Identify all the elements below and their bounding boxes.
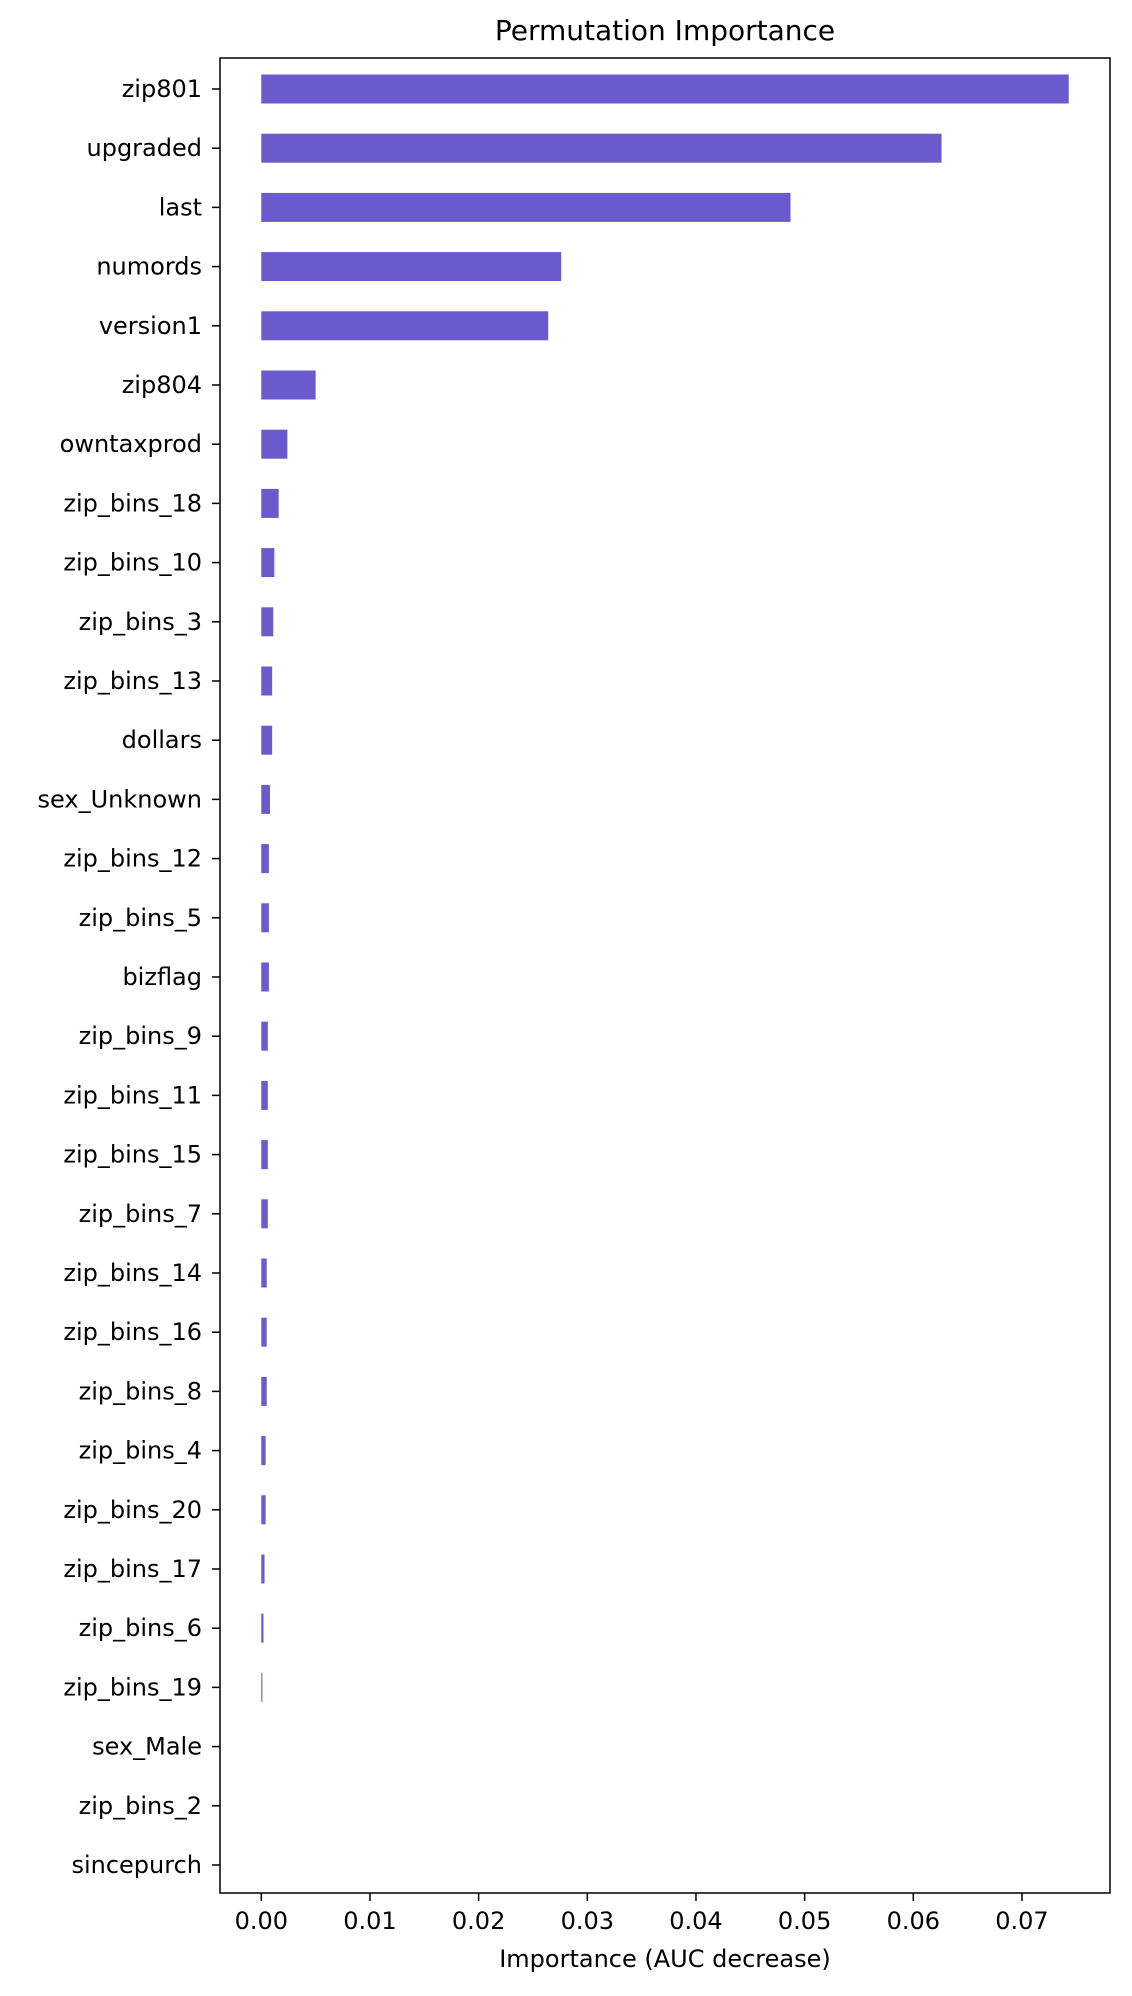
- y-tick-label: zip_bins_18: [63, 489, 202, 517]
- y-tick-label: zip_bins_9: [79, 1022, 202, 1050]
- bar-zip_bins_8: [261, 1376, 267, 1406]
- y-tick-label: zip_bins_11: [63, 1081, 202, 1109]
- bar-zip_bins_13: [261, 666, 273, 696]
- y-tick-label: owntaxprod: [60, 430, 202, 458]
- bar-zip_bins_18: [261, 488, 279, 518]
- y-tick-label: numords: [96, 253, 202, 281]
- y-tick-label: zip_bins_13: [63, 667, 202, 695]
- bar-numords: [261, 252, 562, 282]
- y-tick-label: bizflag: [122, 963, 202, 991]
- y-tick-label: sex_Male: [92, 1733, 202, 1761]
- y-tick-label: last: [159, 193, 202, 221]
- bar-upgraded: [261, 133, 942, 163]
- bar-zip_bins_3: [261, 607, 274, 637]
- chart-title: Permutation Importance: [495, 14, 835, 47]
- y-tick-label: zip_bins_3: [79, 608, 202, 636]
- bar-zip_bins_15: [261, 1140, 268, 1170]
- bar-zip801: [261, 74, 1069, 104]
- bars-layer: [261, 74, 1069, 1702]
- y-tick-label: zip_bins_15: [63, 1141, 202, 1169]
- x-tick-label: 0.03: [561, 1907, 614, 1935]
- y-tick-label: zip_bins_10: [63, 549, 202, 577]
- y-tick-label: upgraded: [87, 134, 203, 162]
- y-tick-label: zip_bins_2: [79, 1792, 202, 1820]
- x-axis-label: Importance (AUC decrease): [499, 1945, 831, 1973]
- y-tick-label: zip_bins_4: [79, 1437, 202, 1465]
- x-tick-label: 0.00: [235, 1907, 288, 1935]
- y-axis: zip801 upgraded last numords version1 zip804 o…: [38, 75, 220, 1879]
- bar-last: [261, 192, 791, 222]
- y-tick-label: zip_bins_6: [79, 1614, 202, 1642]
- bar-zip_bins_20: [261, 1495, 266, 1525]
- bar-version1: [261, 311, 549, 341]
- bar-zip_bins_16: [261, 1317, 267, 1347]
- y-tick-label: zip_bins_16: [63, 1318, 202, 1346]
- y-tick-label: zip_bins_5: [79, 904, 202, 932]
- y-tick-label: dollars: [122, 726, 202, 754]
- x-tick-label: 0.02: [452, 1907, 505, 1935]
- y-tick-label: zip_bins_7: [79, 1200, 202, 1228]
- y-tick-label: zip801: [122, 75, 202, 103]
- plot-frame: [219, 57, 1111, 1894]
- x-tick-label: 0.05: [778, 1907, 831, 1935]
- y-tick-label: zip804: [122, 371, 202, 399]
- y-tick-label: zip_bins_12: [63, 845, 202, 873]
- bar-dollars: [261, 725, 273, 755]
- bar-zip_bins_11: [261, 1080, 268, 1110]
- bar-zip_bins_19: [261, 1672, 263, 1702]
- bar-zip_bins_4: [261, 1436, 266, 1466]
- y-tick-label: version1: [99, 312, 202, 340]
- x-axis: 0.00 0.01 0.02 0.03 0.04 0.05 0.06 0.07: [235, 1893, 1049, 1935]
- bar-zip_bins_14: [261, 1258, 267, 1288]
- bar-zip_bins_6: [261, 1613, 264, 1643]
- y-tick-label: zip_bins_8: [79, 1377, 202, 1405]
- x-tick-label: 0.07: [995, 1907, 1048, 1935]
- y-tick-label: zip_bins_19: [63, 1673, 202, 1701]
- y-tick-label: sincepurch: [71, 1851, 202, 1879]
- bar-zip_bins_10: [261, 548, 275, 578]
- bar-zip_bins_12: [261, 844, 269, 874]
- bar-zip804: [261, 370, 316, 400]
- x-tick-label: 0.01: [343, 1907, 396, 1935]
- bar-bizflag: [261, 962, 269, 992]
- bar-zip_bins_5: [261, 903, 269, 933]
- y-tick-label: zip_bins_17: [63, 1555, 202, 1583]
- y-tick-label: zip_bins_14: [63, 1259, 202, 1287]
- bar-sex_Unknown: [261, 784, 270, 814]
- y-tick-label: zip_bins_20: [63, 1496, 202, 1524]
- y-tick-label: sex_Unknown: [38, 785, 202, 813]
- bar-zip_bins_9: [261, 1021, 268, 1051]
- bar-zip_bins_17: [261, 1554, 265, 1584]
- bar-owntaxprod: [261, 429, 288, 459]
- x-tick-label: 0.04: [669, 1907, 722, 1935]
- x-tick-label: 0.06: [887, 1907, 940, 1935]
- bar-zip_bins_7: [261, 1199, 268, 1229]
